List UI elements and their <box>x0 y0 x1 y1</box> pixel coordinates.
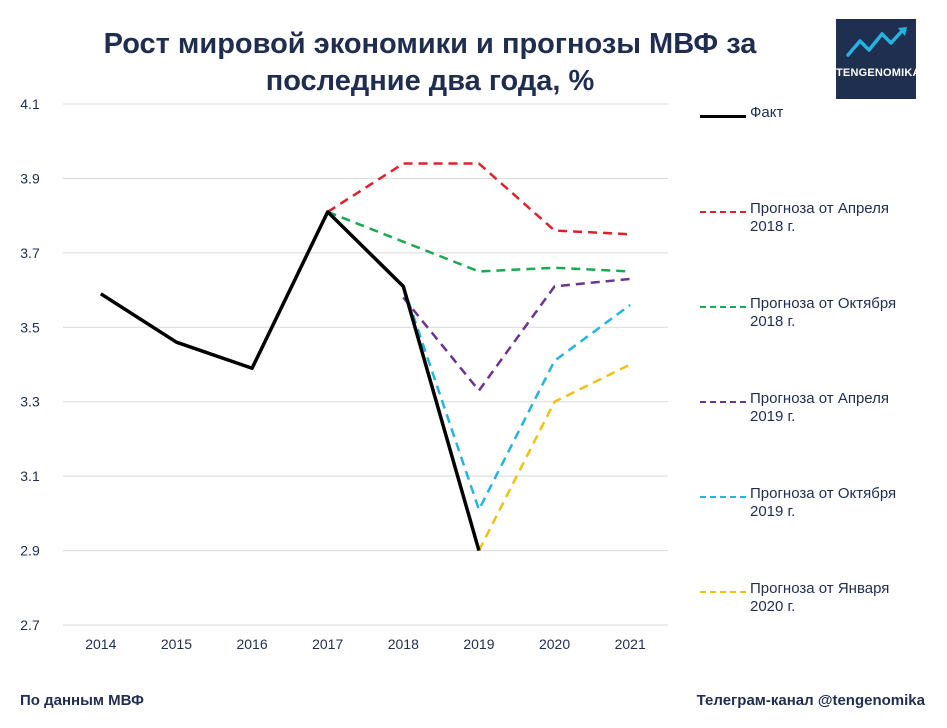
series-line-2 <box>327 210 631 273</box>
x-tick-label: 2021 <box>615 636 646 652</box>
legend-swatch <box>700 591 746 593</box>
x-tick-label: 2014 <box>85 636 116 652</box>
y-axis-tick-labels: 4.1 3.9 3.7 3.5 3.3 3.1 2.9 2.7 <box>20 96 40 633</box>
legend-label: Прогноза от Октября 2018 г. <box>750 295 940 331</box>
y-tick-label: 3.1 <box>20 468 40 484</box>
series-line-1 <box>327 162 631 236</box>
legend-swatch <box>700 496 746 498</box>
rising-chart-icon <box>846 27 907 57</box>
legend-swatch <box>700 306 746 308</box>
y-tick-label: 2.9 <box>20 543 40 559</box>
logo-text: TENGENOMIKA <box>836 67 921 79</box>
legend-label-line-2: 2019 г. <box>750 503 796 520</box>
legend-label-line-1: Прогноза от Октября <box>750 485 897 502</box>
legend-label-line-1: Прогноза от Января <box>750 580 890 597</box>
y-tick-label: 2.7 <box>20 617 40 633</box>
chart-title: Рост мировой экономики и прогнозы МВФ за… <box>40 26 820 100</box>
legend-label-line-1: Прогноза от Апреля <box>750 390 890 407</box>
legend-label-line-2: 2020 г. <box>750 598 796 615</box>
telegram-channel: Телеграм-канал @tengenomika <box>696 692 925 709</box>
tengenomika-logo: TENGENOMIKA <box>836 19 921 99</box>
series-lines <box>99 162 631 552</box>
y-tick-label: 3.7 <box>20 245 40 261</box>
x-tick-label: 2020 <box>539 636 570 652</box>
legend-label: Прогноза от Января 2020 г. <box>750 580 940 616</box>
legend-label-line-2: 2019 г. <box>750 408 796 425</box>
legend-label-line-1: Прогноза от Апреля <box>750 200 890 217</box>
series-line-3 <box>402 277 631 392</box>
legend: Факт Прогноза от Апреля 2018 г. Прогноза от… <box>700 100 940 630</box>
legend-swatch <box>700 211 746 213</box>
legend-label-line-2: 2018 г. <box>750 218 796 235</box>
legend-label-line-1: Факт <box>750 104 784 121</box>
grid-lines <box>63 103 668 626</box>
y-tick-label: 3.5 <box>20 319 40 335</box>
x-tick-label: 2019 <box>463 636 494 652</box>
source-note: По данным МВФ <box>20 692 144 709</box>
legend-label: Прогноза от Апреля 2018 г. <box>750 200 940 236</box>
legend-label: Факт <box>750 104 940 122</box>
x-tick-label: 2018 <box>388 636 419 652</box>
series-line-4 <box>402 285 631 511</box>
series-line-5 <box>477 363 631 552</box>
x-tick-label: 2017 <box>312 636 343 652</box>
legend-label-line-1: Прогноза от Октября <box>750 295 897 312</box>
chart-title-line-1: Рост мировой экономики и прогнозы МВФ за <box>103 28 757 60</box>
legend-swatch <box>700 115 746 118</box>
series-line-0 <box>99 210 481 552</box>
legend-label-line-2: 2018 г. <box>750 313 796 330</box>
legend-label: Прогноза от Октября 2019 г. <box>750 485 940 521</box>
chart-title-line-2: последние два года, % <box>265 65 595 97</box>
legend-swatch <box>700 401 746 403</box>
x-tick-label: 2015 <box>161 636 192 652</box>
x-tick-label: 2016 <box>236 636 267 652</box>
y-tick-label: 3.9 <box>20 170 40 186</box>
y-tick-label: 3.3 <box>20 394 40 410</box>
legend-label: Прогноза от Апреля 2019 г. <box>750 390 940 426</box>
y-tick-label: 4.1 <box>20 96 40 112</box>
x-axis-tick-labels: 2014 2015 2016 2017 2018 2019 2020 2021 <box>85 636 646 652</box>
